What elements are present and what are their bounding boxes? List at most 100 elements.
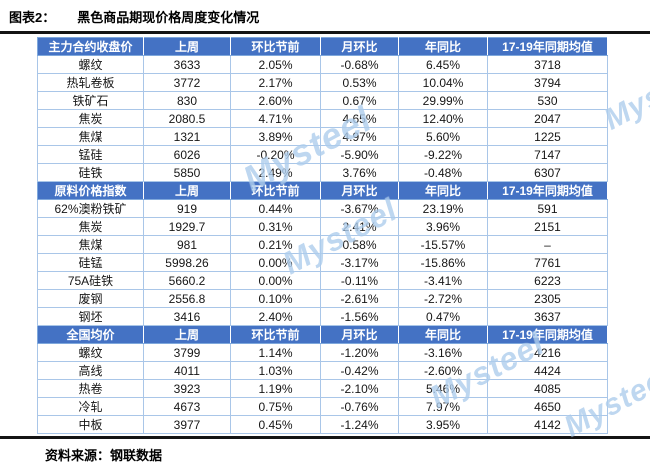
value-cell: 3799 [143, 343, 231, 362]
value-cell: -2.61% [320, 289, 399, 308]
value-cell: 2.05% [230, 55, 321, 74]
column-header-cell: 环比节前 [230, 325, 321, 344]
value-cell: 1.14% [230, 343, 321, 362]
value-cell: 3977 [143, 415, 231, 434]
column-header-cell: 17-19年同期均值 [487, 325, 608, 344]
section-title-cell: 主力合约收盘价 [37, 37, 144, 56]
column-header-cell: 上周 [143, 325, 231, 344]
value-cell: -0.48% [398, 163, 488, 182]
value-cell: -1.56% [320, 307, 399, 326]
value-cell: 4.71% [230, 109, 321, 128]
value-cell: -9.22% [398, 145, 488, 164]
section-header-row: 主力合约收盘价 上周 环比节前 月环比 年同比 17-19年同期均值 [37, 37, 608, 56]
section-title-cell: 全国均价 [37, 325, 144, 344]
value-cell: 29.99% [398, 91, 488, 110]
value-cell: -2.60% [398, 361, 488, 380]
value-cell: 2.41% [320, 217, 399, 236]
value-cell: 7761 [487, 253, 608, 272]
column-header-cell: 上周 [143, 37, 231, 56]
value-cell: 5.60% [398, 127, 488, 146]
value-cell: -0.68% [320, 55, 399, 74]
value-cell: 5660.2 [143, 271, 231, 290]
value-cell: 2556.8 [143, 289, 231, 308]
column-header-cell: 年同比 [398, 37, 488, 56]
value-cell: 2.49% [230, 163, 321, 182]
value-cell: 830 [143, 91, 231, 110]
table-row: 高线 4011 1.03% -0.42% -2.60% 4424 [37, 361, 608, 380]
table-row: 焦炭 1929.7 0.31% 2.41% 3.96% 2151 [37, 217, 608, 236]
value-cell: 4085 [487, 379, 608, 398]
commodity-name-cell: 热卷 [37, 379, 144, 398]
column-header-cell: 月环比 [320, 37, 399, 56]
value-cell: 4142 [487, 415, 608, 434]
value-cell: 6223 [487, 271, 608, 290]
commodity-name-cell: 铁矿石 [37, 91, 144, 110]
value-cell: 4.65% [320, 109, 399, 128]
chart-title: 黑色商品期现价格周度变化情况 [77, 10, 260, 25]
value-cell: 4011 [143, 361, 231, 380]
value-cell: 2.40% [230, 307, 321, 326]
column-header-cell: 环比节前 [230, 37, 321, 56]
value-cell: 10.04% [398, 73, 488, 92]
column-header-cell: 17-19年同期均值 [487, 181, 608, 200]
source-note: 资料来源：钢联数据 [45, 448, 163, 463]
commodity-name-cell: 冷轧 [37, 397, 144, 416]
table-row: 硅铁 5850 2.49% 3.76% -0.48% 6307 [37, 163, 608, 182]
value-cell: 1.03% [230, 361, 321, 380]
value-cell: 0.67% [320, 91, 399, 110]
value-cell: 2305 [487, 289, 608, 308]
table-row: 焦煤 981 0.21% 0.58% -15.57% – [37, 235, 608, 254]
table-row: 螺纹 3799 1.14% -1.20% -3.16% 4216 [37, 343, 608, 362]
table-row: 热卷 3923 1.19% -2.10% 5.46% 4085 [37, 379, 608, 398]
value-cell: 3794 [487, 73, 608, 92]
value-cell: 3772 [143, 73, 231, 92]
value-cell: 5998.26 [143, 253, 231, 272]
value-cell: 7147 [487, 145, 608, 164]
column-header-cell: 17-19年同期均值 [487, 37, 608, 56]
commodity-name-cell: 高线 [37, 361, 144, 380]
value-cell: -0.42% [320, 361, 399, 380]
value-cell: 2.60% [230, 91, 321, 110]
commodity-name-cell: 锰硅 [37, 145, 144, 164]
value-cell: -15.57% [398, 235, 488, 254]
value-cell: 3633 [143, 55, 231, 74]
value-cell: 1225 [487, 127, 608, 146]
table-row: 冷轧 4673 0.75% -0.76% 7.97% 4650 [37, 397, 608, 416]
column-header-cell: 年同比 [398, 181, 488, 200]
table-row: 废钢 2556.8 0.10% -2.61% -2.72% 2305 [37, 289, 608, 308]
value-cell: 0.53% [320, 73, 399, 92]
value-cell: -0.20% [230, 145, 321, 164]
value-cell: -3.67% [320, 199, 399, 218]
value-cell: 0.45% [230, 415, 321, 434]
value-cell: 2080.5 [143, 109, 231, 128]
value-cell: 0.00% [230, 271, 321, 290]
value-cell: -3.16% [398, 343, 488, 362]
commodity-name-cell: 热轧卷板 [37, 73, 144, 92]
commodity-name-cell: 硅锰 [37, 253, 144, 272]
value-cell: 1.19% [230, 379, 321, 398]
value-cell: 4424 [487, 361, 608, 380]
commodity-name-cell: 螺纹 [37, 55, 144, 74]
value-cell: -3.41% [398, 271, 488, 290]
value-cell: -5.90% [320, 145, 399, 164]
divider-top [0, 31, 650, 34]
value-cell: 3637 [487, 307, 608, 326]
value-cell: 3.89% [230, 127, 321, 146]
value-cell: 981 [143, 235, 231, 254]
table-row: 螺纹 3633 2.05% -0.68% 6.45% 3718 [37, 55, 608, 74]
column-header-cell: 环比节前 [230, 181, 321, 200]
value-cell: -1.20% [320, 343, 399, 362]
commodity-name-cell: 焦煤 [37, 127, 144, 146]
commodity-name-cell: 硅铁 [37, 163, 144, 182]
value-cell: 4.97% [320, 127, 399, 146]
value-cell: 0.47% [398, 307, 488, 326]
value-cell: 6.45% [398, 55, 488, 74]
commodity-name-cell: 中板 [37, 415, 144, 434]
table-row: 焦炭 2080.5 4.71% 4.65% 12.40% 2047 [37, 109, 608, 128]
column-header-cell: 月环比 [320, 181, 399, 200]
value-cell: 919 [143, 199, 231, 218]
value-cell: 2.17% [230, 73, 321, 92]
table-row: 焦煤 1321 3.89% 4.97% 5.60% 1225 [37, 127, 608, 146]
value-cell: 1321 [143, 127, 231, 146]
